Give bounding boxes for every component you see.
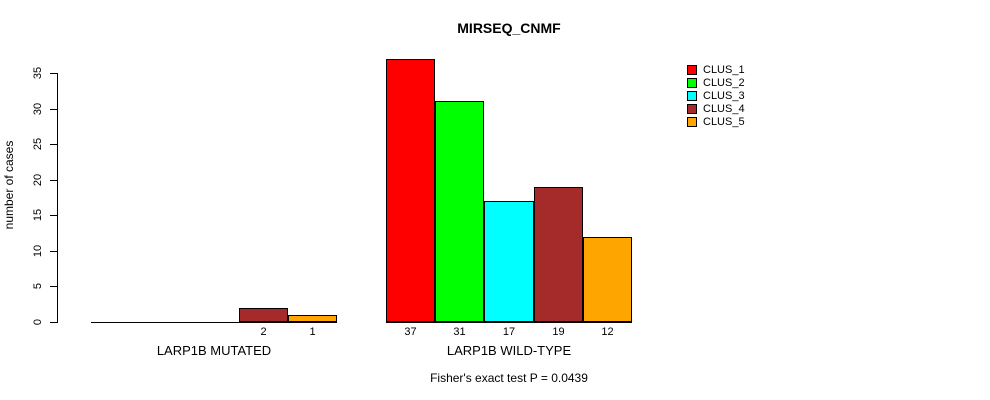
y-tick-label: 35: [32, 66, 44, 80]
y-tick-label: 25: [32, 137, 44, 151]
bar: [239, 308, 288, 322]
y-tick-label: 0: [32, 318, 44, 326]
y-tick: [50, 251, 57, 252]
footer-annotation: Fisher's exact test P = 0.0439: [430, 371, 588, 385]
bar-value-label: 17: [502, 326, 516, 338]
legend-swatch: [687, 65, 697, 75]
group-baseline: [91, 322, 337, 323]
legend-label: CLUS_1: [703, 64, 745, 76]
bar-value-label: 31: [453, 326, 466, 338]
bar-value-label: 1: [309, 326, 316, 338]
group-label: LARP1B MUTATED: [156, 343, 272, 358]
y-tick: [50, 109, 57, 110]
y-tick: [50, 73, 57, 74]
y-tick: [50, 144, 57, 145]
bar-value-label: 2: [260, 326, 267, 338]
legend-label: CLUS_4: [703, 103, 745, 115]
y-axis-label: number of cases: [2, 140, 16, 230]
y-tick-label: 15: [32, 208, 44, 222]
bar: [484, 201, 534, 322]
bar: [534, 187, 583, 322]
bar: [435, 101, 484, 322]
y-tick-label: 20: [32, 173, 44, 187]
legend-label: CLUS_5: [703, 116, 745, 128]
group-label: LARP1B WILD-TYPE: [446, 343, 572, 358]
y-axis-line: [57, 73, 58, 323]
legend-swatch: [687, 91, 697, 101]
bar: [288, 315, 337, 322]
y-tick: [50, 215, 57, 216]
bar-value-label: 37: [404, 326, 417, 338]
chart-title: MIRSEQ_CNMF: [457, 20, 561, 36]
bar-value-label: 19: [552, 326, 565, 338]
group-baseline: [386, 322, 632, 323]
legend-swatch: [687, 117, 697, 127]
bar-value-label: 12: [601, 326, 614, 338]
y-tick-label: 5: [32, 282, 44, 290]
bar: [386, 59, 435, 322]
y-tick-label: 10: [32, 244, 44, 258]
legend-label: CLUS_3: [703, 90, 745, 102]
legend-swatch: [687, 78, 697, 88]
y-tick: [50, 286, 57, 287]
y-tick-label: 30: [32, 102, 44, 116]
y-tick: [50, 180, 57, 181]
legend-label: CLUS_2: [703, 77, 745, 89]
y-tick: [50, 322, 57, 323]
bar: [583, 237, 632, 322]
legend-swatch: [687, 104, 697, 114]
